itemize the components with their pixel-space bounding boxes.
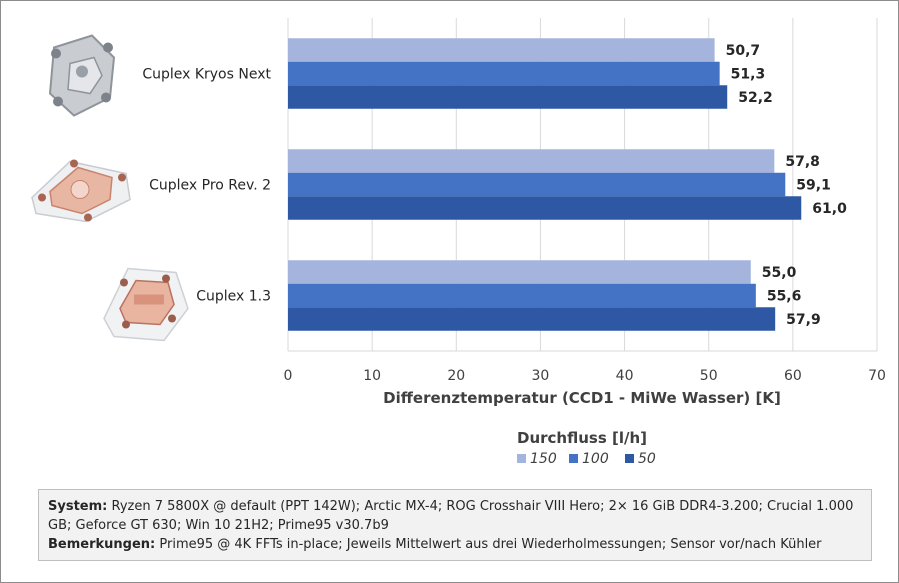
bar: [288, 38, 715, 62]
legend-swatch: [569, 454, 578, 463]
legend-label: 50: [638, 451, 656, 467]
category-label: Cuplex Pro Rev. 2: [149, 178, 271, 194]
bar: [288, 61, 720, 86]
x-tick-label: 70: [868, 368, 886, 384]
remarks-text: Prime95 @ 4K FFTs in-place; Jeweils Mitt…: [159, 537, 822, 552]
remarks-line: Bemerkungen: Prime95 @ 4K FFTs in-place;…: [48, 535, 862, 554]
data-label: 59,1: [796, 178, 831, 194]
bar: [288, 283, 756, 308]
bar: [288, 149, 775, 173]
notes-box: System: Ryzen 7 5800X @ default (PPT 142…: [38, 489, 872, 561]
category-labels: Cuplex Kryos Next Cuplex Pro Rev. 2 Cuplex…: [142, 67, 271, 305]
data-label: 57,9: [786, 312, 821, 328]
x-tick-label: 0: [284, 368, 293, 384]
data-label: 57,8: [785, 154, 820, 170]
legend-swatch: [625, 454, 634, 463]
cuplex-1-3-image: [103, 267, 189, 342]
bar: [288, 196, 802, 220]
x-tick-label: 30: [532, 368, 550, 384]
x-tick-label: 20: [447, 368, 465, 384]
category-label: Cuplex Kryos Next: [142, 67, 271, 83]
product-images: [31, 34, 189, 342]
data-label: 52,2: [738, 90, 773, 106]
remarks-label: Bemerkungen:: [48, 537, 156, 552]
legend: 150 100 50: [517, 451, 656, 467]
x-tick-labels: 0 10 20 30 40 50 60 70: [284, 368, 886, 384]
cuplex-kryos-next-image: [48, 34, 116, 117]
data-label: 55,6: [767, 289, 802, 305]
data-label: 55,0: [762, 265, 797, 281]
legend-label: 100: [582, 451, 609, 467]
bar: [288, 260, 751, 284]
data-labels: 50,7 51,3 52,2 57,8 59,1 61,0 55,0 55,6 57,9: [726, 43, 847, 328]
data-label: 61,0: [812, 201, 847, 217]
x-tick-label: 40: [616, 368, 634, 384]
category-label: Cuplex 1.3: [196, 289, 271, 305]
system-line: System: Ryzen 7 5800X @ default (PPT 142…: [48, 497, 862, 535]
x-tick-label: 10: [363, 368, 381, 384]
bars: [288, 38, 802, 331]
x-tick-label: 50: [700, 368, 718, 384]
cuplex-pro-rev2-image: [31, 159, 131, 223]
data-label: 50,7: [726, 43, 761, 59]
bar: [288, 172, 786, 197]
legend-swatch: [517, 454, 526, 463]
x-axis-title: Differenztemperatur (CCD1 - MiWe Wasser)…: [383, 389, 781, 407]
bar: [288, 307, 776, 331]
data-label: 51,3: [731, 67, 766, 83]
system-label: System:: [48, 499, 108, 514]
bar: [288, 85, 728, 109]
legend-label: 150: [530, 451, 557, 467]
x-tick-label: 60: [784, 368, 802, 384]
legend-title: Durchfluss [l/h]: [517, 429, 647, 447]
system-text: Ryzen 7 5800X @ default (PPT 142W); Arct…: [48, 499, 854, 533]
